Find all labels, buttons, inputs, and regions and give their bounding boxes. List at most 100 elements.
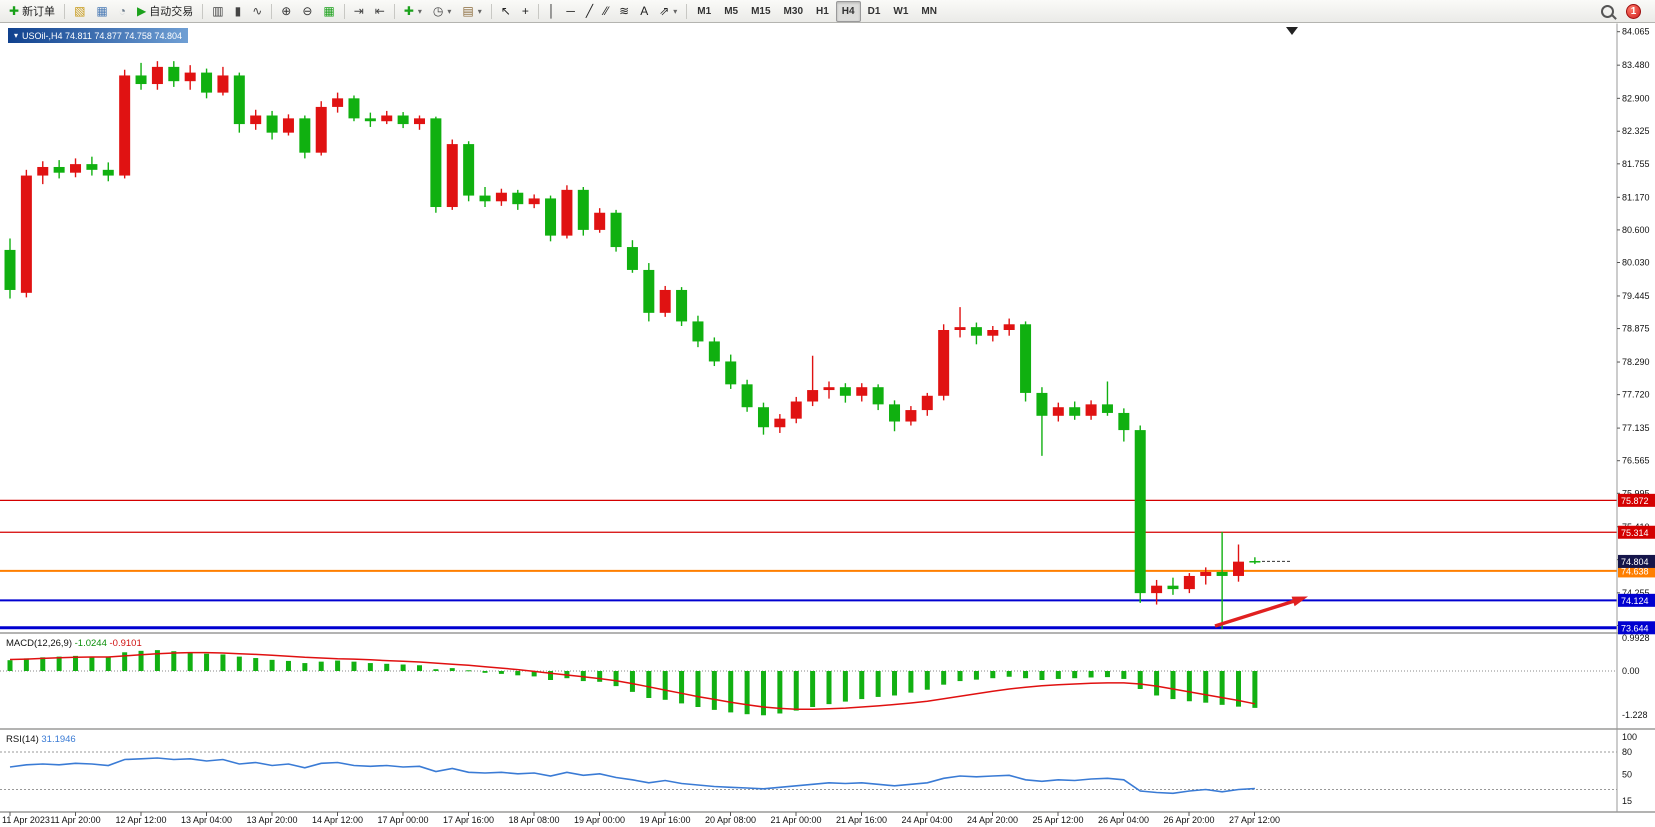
candle xyxy=(53,166,65,173)
horizontal-line-button[interactable]: ─ xyxy=(561,1,580,22)
zoom-in-button[interactable]: ⊕ xyxy=(276,1,296,22)
rsi-axis-label: 50 xyxy=(1622,770,1632,780)
arrow-head[interactable] xyxy=(1291,596,1308,607)
horizontal-line-objects[interactable] xyxy=(0,499,1617,630)
panel-dividers[interactable] xyxy=(0,23,1655,813)
candle xyxy=(921,395,933,411)
price-axis-label: 79.445 xyxy=(1622,291,1650,301)
candle xyxy=(807,390,819,402)
candle xyxy=(495,192,507,202)
auto-trading-button[interactable]: ▶ 自动交易 xyxy=(132,1,198,22)
templates-button[interactable]: ▤ ▾ xyxy=(457,1,486,22)
templates-icon: ▤ xyxy=(462,4,474,18)
timeframe-h1-button[interactable]: H1 xyxy=(810,1,835,22)
chart-menu-icon[interactable]: ▾ xyxy=(14,31,19,40)
macd-bar xyxy=(122,652,128,671)
time-axis-label: 17 Apr 16:00 xyxy=(443,815,494,825)
macd-bar xyxy=(1039,671,1045,680)
periods-button[interactable]: ◷ ▾ xyxy=(428,1,457,22)
macd-bar xyxy=(957,671,963,682)
price-axis[interactable]: 84.065 83.480 82.900 82.325 81.755 81.170 80.6… xyxy=(1617,27,1650,631)
refresh-button[interactable]: ◔ xyxy=(114,1,131,22)
chart-profiles-button[interactable]: ▧ xyxy=(69,1,90,22)
search-icon[interactable] xyxy=(1601,4,1614,18)
timeframe-m5-button[interactable]: M5 xyxy=(718,1,744,22)
line-chart-button[interactable]: ∿ xyxy=(247,1,267,22)
candle xyxy=(233,75,245,125)
macd-label: MACD(12,26,9) -1.0244 -0.9101 xyxy=(6,638,142,649)
timeframe-m30-button[interactable]: M30 xyxy=(778,1,809,22)
candle xyxy=(512,192,524,205)
arrows-button[interactable]: ⇗ ▾ xyxy=(654,1,682,22)
indicator-labels: MACD(12,26,9) -1.0244 -0.9101 RSI(14) 31.… xyxy=(6,638,142,745)
cursor-button[interactable]: ↖ xyxy=(496,1,516,22)
price-axis-label: 77.720 xyxy=(1622,390,1650,400)
macd-bar xyxy=(89,656,95,671)
arrow-annotation[interactable] xyxy=(1214,596,1308,628)
text-button[interactable]: A xyxy=(635,1,653,22)
crosshair-icon: + xyxy=(521,4,529,18)
timeframe-h4-button[interactable]: H4 xyxy=(835,0,861,22)
zoom-in-icon: ⊕ xyxy=(281,4,292,18)
bars-chart-button[interactable]: ▥ xyxy=(207,1,228,22)
timeframe-mn-button[interactable]: MN xyxy=(915,1,943,22)
vertical-line-button[interactable]: │ xyxy=(543,1,561,22)
macd-bar xyxy=(924,671,930,690)
chart-shift-button[interactable]: ⇤ xyxy=(370,1,390,22)
arrow-line[interactable] xyxy=(1214,598,1297,628)
zoom-out-button[interactable]: ⊖ xyxy=(297,1,317,22)
candle xyxy=(545,198,557,236)
indicators-button[interactable]: ✚ ▾ xyxy=(399,1,427,22)
notification-badge[interactable]: 1 xyxy=(1626,3,1641,19)
price-axis-label: 78.290 xyxy=(1622,357,1650,367)
auto-scroll-button[interactable]: ⇥ xyxy=(349,1,369,22)
chart-shift-marker[interactable] xyxy=(1286,27,1298,35)
fibonacci-button[interactable]: ≋ xyxy=(614,1,634,22)
time-axis-label: 26 Apr 04:00 xyxy=(1098,815,1149,825)
macd-bar xyxy=(1104,671,1110,678)
timeframe-mn-button-label: MN xyxy=(921,5,937,17)
macd-bar xyxy=(826,671,832,705)
candle xyxy=(4,249,16,290)
macd-axis-label: 0.00 xyxy=(1622,666,1640,676)
macd-bar xyxy=(629,671,635,692)
timeframe-w1-button[interactable]: W1 xyxy=(887,1,914,22)
fibonacci-icon: ≋ xyxy=(619,4,630,18)
new-order-button[interactable]: ✚ 新订单 xyxy=(4,1,60,22)
time-axis[interactable]: 11 Apr 2023 11 Apr 20:00 12 Apr 12:00 13 Ap… xyxy=(2,812,1280,825)
chart-title-bar[interactable]: ▾ USOil-,H4 74.811 74.877 74.758 74.804 xyxy=(8,28,188,43)
crosshair-button[interactable]: + xyxy=(517,1,534,22)
candles xyxy=(4,61,1261,630)
candle xyxy=(938,329,950,396)
candle xyxy=(839,387,851,396)
macd-bar xyxy=(384,663,390,671)
candle xyxy=(626,247,638,270)
price-badge-label: 73.644 xyxy=(1621,623,1649,633)
candle xyxy=(282,118,294,133)
timeframe-m15-button[interactable]: M15 xyxy=(745,1,776,22)
macd-bar xyxy=(531,671,537,677)
time-axis-label: 27 Apr 12:00 xyxy=(1229,815,1280,825)
candlestick-chart-button[interactable]: ▮ xyxy=(230,1,247,22)
candle xyxy=(757,407,769,428)
macd-panel xyxy=(0,650,1617,716)
candle xyxy=(610,212,622,248)
indicator-axes[interactable]: 0.9928 0.00 -1.228 100 80 50 15 xyxy=(1622,633,1650,806)
macd-signal-line xyxy=(9,651,1256,710)
macd-bar xyxy=(662,671,668,700)
timeframe-d1-button[interactable]: D1 xyxy=(862,1,887,22)
macd-bar xyxy=(1186,671,1192,702)
data-window-button[interactable]: ▦ xyxy=(91,1,112,22)
equidistant-channel-button[interactable]: ⁄⁄ xyxy=(599,1,613,22)
candle xyxy=(692,321,704,342)
timeframe-m1-button[interactable]: M1 xyxy=(691,1,717,22)
candle xyxy=(1036,392,1048,416)
tile-windows-button[interactable]: ▦ xyxy=(318,1,339,22)
candle xyxy=(135,75,147,85)
trendline-button[interactable]: ╱ xyxy=(581,1,598,22)
candle xyxy=(1118,412,1130,431)
candle xyxy=(889,404,901,422)
macd-bar xyxy=(1006,671,1012,677)
macd-bar xyxy=(220,654,226,671)
